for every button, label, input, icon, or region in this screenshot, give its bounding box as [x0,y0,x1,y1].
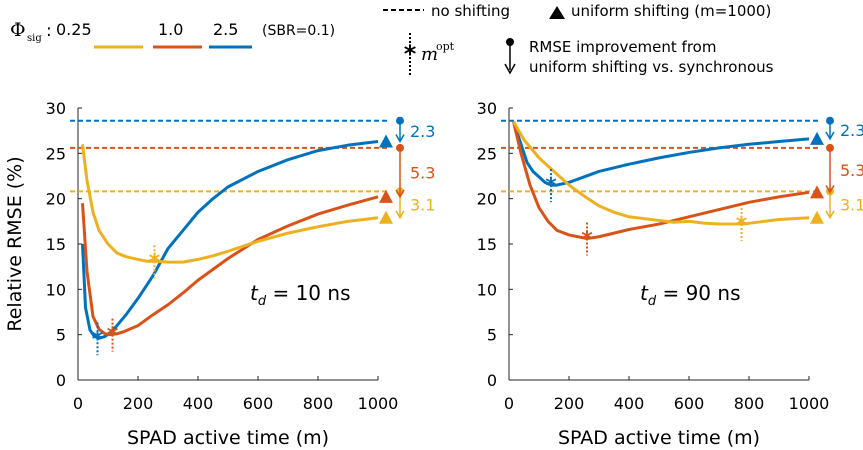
y-tick-label: 30 [477,99,497,118]
arrow-down-icon [504,63,516,75]
improvement-arrowhead-0-25 [395,210,405,220]
y-axis-label: Relative RMSE (%) [4,156,26,331]
legend-label-2-5: 2.5 [213,20,238,39]
subplot-td-label: td = 90 ns [640,281,740,309]
improvement-arrowhead-1-0 [825,184,835,194]
improvement-arrowhead-2-5 [395,134,405,144]
td-t: t [640,281,649,305]
legend-label-0-25: 0.25 [56,20,92,39]
series-line-0-25 [81,144,379,264]
series-line-1-0 [512,121,810,241]
x-tick-label: 200 [554,394,585,413]
td-rest: = 10 ns [266,281,350,305]
y-tick-label: 10 [46,280,66,299]
legend: Φ sig : 0.25 1.0 2.5 (SBR=0.1) no shifti… [10,2,774,77]
asterisk-icon: * [404,40,417,68]
x-tick-label: 400 [183,394,214,413]
improvement-arrowhead-2-5 [825,131,835,141]
plot-td10: Relative RMSE (%) td = 10 ns SPAD active… [4,99,435,449]
y-tick-label: 25 [46,144,66,163]
svg-text:td = 90 ns: td = 90 ns [640,281,740,309]
improvement-arrowhead-1-0 [395,189,405,199]
x-tick-label: 400 [614,394,645,413]
y-tick-label: 20 [477,190,497,209]
legend-uniform-shifting-label: uniform shifting (m=1000) [571,2,771,20]
phi-colon: : [46,21,52,41]
x-tick-label: 0 [73,394,83,413]
x-tick-label: 600 [674,394,705,413]
legend-sbr-note: (SBR=0.1) [262,23,335,39]
y-tick-label: 0 [487,371,497,390]
uniform-marker-0-25 [810,210,824,224]
mopt-marker-2-5: * [92,327,104,352]
improvement-label-0-25: 3.1 [840,196,863,215]
uniform-marker-0-25 [379,210,393,224]
x-tick-label: 1000 [789,394,830,413]
series-line-2-5 [512,121,810,187]
x-tick-label: 200 [123,394,154,413]
x-tick-label: 800 [303,394,334,413]
plot-td90: td = 90 ns SPAD active time (m) 0 5 10 15 20… [477,99,863,449]
x-tick-label: 800 [734,394,765,413]
subplot-td-label: td = 10 ns [250,281,350,309]
legend-no-shifting-label: no shifting [431,2,510,20]
uniform-marker-1-0 [379,189,393,203]
legend-label-1-0: 1.0 [158,20,183,39]
series-line-2-5 [81,140,379,340]
mopt-marker-0-25: * [149,250,161,275]
x-tick-label: 0 [504,394,514,413]
improvement-label-2-5: 2.3 [840,121,863,140]
legend-rmse-line2: uniform shifting vs. synchronous [529,58,774,76]
y-tick-label: 25 [477,144,497,163]
uniform-marker-1-0 [810,185,824,199]
svg-text:td = 10 ns: td = 10 ns [250,281,350,309]
series-line-0-25 [512,120,810,226]
y-tick-label: 30 [46,99,66,118]
series-line-1-0 [81,195,379,337]
td-sub: d [648,294,657,309]
td-sub: d [258,294,267,309]
mopt-sup-label: opt [436,40,455,53]
y-tick-label: 5 [487,326,497,345]
mopt-marker-1-0: * [107,324,119,349]
uniform-marker-2-5 [810,131,824,145]
y-tick-label: 20 [46,190,66,209]
improvement-label-1-0: 5.3 [840,161,863,180]
phi-subscript: sig [27,33,42,44]
mopt-marker-2-5: * [545,174,557,199]
x-tick-label: 1000 [358,394,399,413]
td-t: t [250,281,259,305]
improvement-arrowhead-0-25 [825,210,835,220]
phi-symbol: Φ [10,19,26,41]
y-tick-label: 0 [56,371,66,390]
y-tick-label: 10 [477,280,497,299]
y-tick-label: 15 [46,235,66,254]
mopt-marker-0-25: * [736,213,748,238]
y-tick-label: 5 [56,326,66,345]
uniform-shifting-triangle-icon [549,6,565,19]
uniform-marker-2-5 [379,134,393,148]
mopt-m-label: m [421,44,438,65]
x-tick-label: 600 [243,394,274,413]
improvement-label-0-25: 3.1 [410,196,435,215]
y-tick-label: 15 [477,235,497,254]
improvement-label-2-5: 2.3 [410,122,435,141]
improvement-label-1-0: 5.3 [410,163,435,182]
x-axis-label: SPAD active time (m) [127,427,329,449]
x-axis-label: SPAD active time (m) [558,427,760,449]
legend-rmse-line1: RMSE improvement from [529,38,716,56]
mopt-marker-1-0: * [581,228,593,253]
td-rest: = 90 ns [656,281,740,305]
